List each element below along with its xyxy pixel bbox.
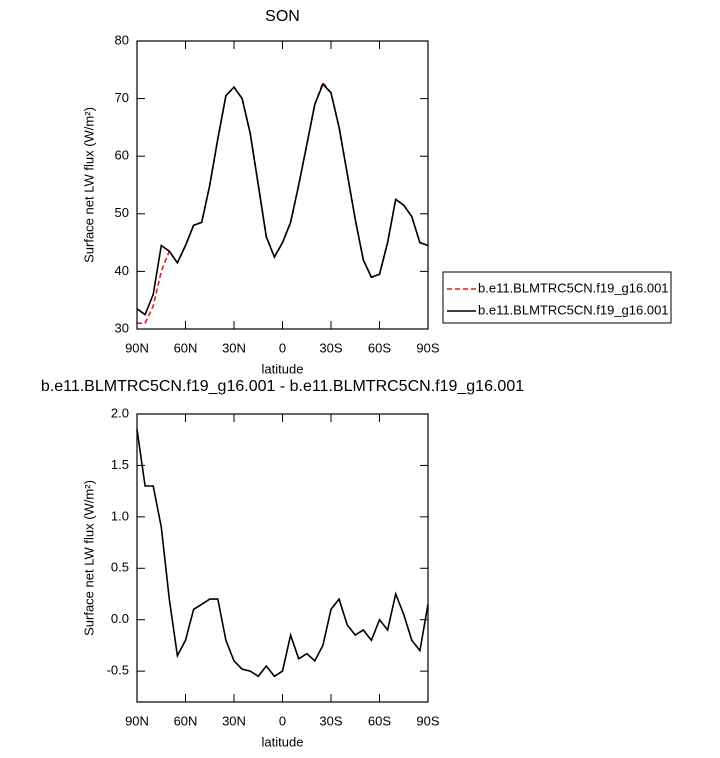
x-axis-label: latitude bbox=[262, 361, 304, 376]
legend: b.e11.BLMTRC5CN.f19_g16.001 b.e11.BLMTRC5… bbox=[442, 271, 672, 324]
y-tick-label: 1.0 bbox=[111, 508, 129, 523]
x-tick-label: 0 bbox=[279, 713, 286, 728]
y-tick-label: 1.5 bbox=[111, 457, 129, 472]
y-tick-label: 0.5 bbox=[111, 560, 129, 575]
plot-frame bbox=[136, 413, 429, 703]
x-tick-label: 60S bbox=[368, 340, 391, 355]
data-line bbox=[136, 429, 429, 678]
x-tick-label: 90S bbox=[416, 713, 439, 728]
plot-frame bbox=[136, 40, 429, 330]
y-axis-label: Surface net LW flux (W/m²) bbox=[81, 107, 96, 263]
y-tick-label: 0.0 bbox=[111, 611, 129, 626]
y-tick-label: 70 bbox=[115, 90, 129, 105]
x-tick-label: 60N bbox=[174, 340, 198, 355]
chart-title: SON bbox=[265, 8, 300, 25]
y-tick-label: 50 bbox=[115, 205, 129, 220]
x-tick-label: 60N bbox=[174, 713, 198, 728]
legend-box bbox=[442, 271, 672, 324]
data-line bbox=[136, 82, 429, 316]
y-axis-label: Surface net LW flux (W/m²) bbox=[81, 480, 96, 636]
x-tick-label: 0 bbox=[279, 340, 286, 355]
x-tick-label: 90N bbox=[125, 713, 149, 728]
x-tick-label: 90N bbox=[125, 340, 149, 355]
y-tick-label: 80 bbox=[115, 32, 129, 47]
data-line bbox=[137, 80, 429, 324]
y-tick-label: 60 bbox=[115, 148, 129, 163]
y-tick-label: -0.5 bbox=[107, 663, 129, 678]
x-tick-label: 90S bbox=[416, 340, 439, 355]
x-tick-label: 30N bbox=[222, 340, 246, 355]
y-tick-label: 40 bbox=[115, 263, 129, 278]
x-axis-label: latitude bbox=[262, 734, 304, 749]
x-tick-label: 30S bbox=[319, 340, 342, 355]
y-tick-label: 2.0 bbox=[111, 405, 129, 420]
chart-title: b.e11.BLMTRC5CN.f19_g16.001 - b.e11.BLMT… bbox=[41, 378, 524, 395]
x-tick-label: 60S bbox=[368, 713, 391, 728]
legend-label: b.e11.BLMTRC5CN.f19_g16.001 bbox=[478, 280, 669, 295]
x-tick-label: 30N bbox=[222, 713, 246, 728]
legend-label: b.e11.BLMTRC5CN.f19_g16.001 bbox=[478, 302, 669, 317]
x-tick-label: 30S bbox=[319, 713, 342, 728]
y-tick-label: 30 bbox=[115, 320, 129, 335]
